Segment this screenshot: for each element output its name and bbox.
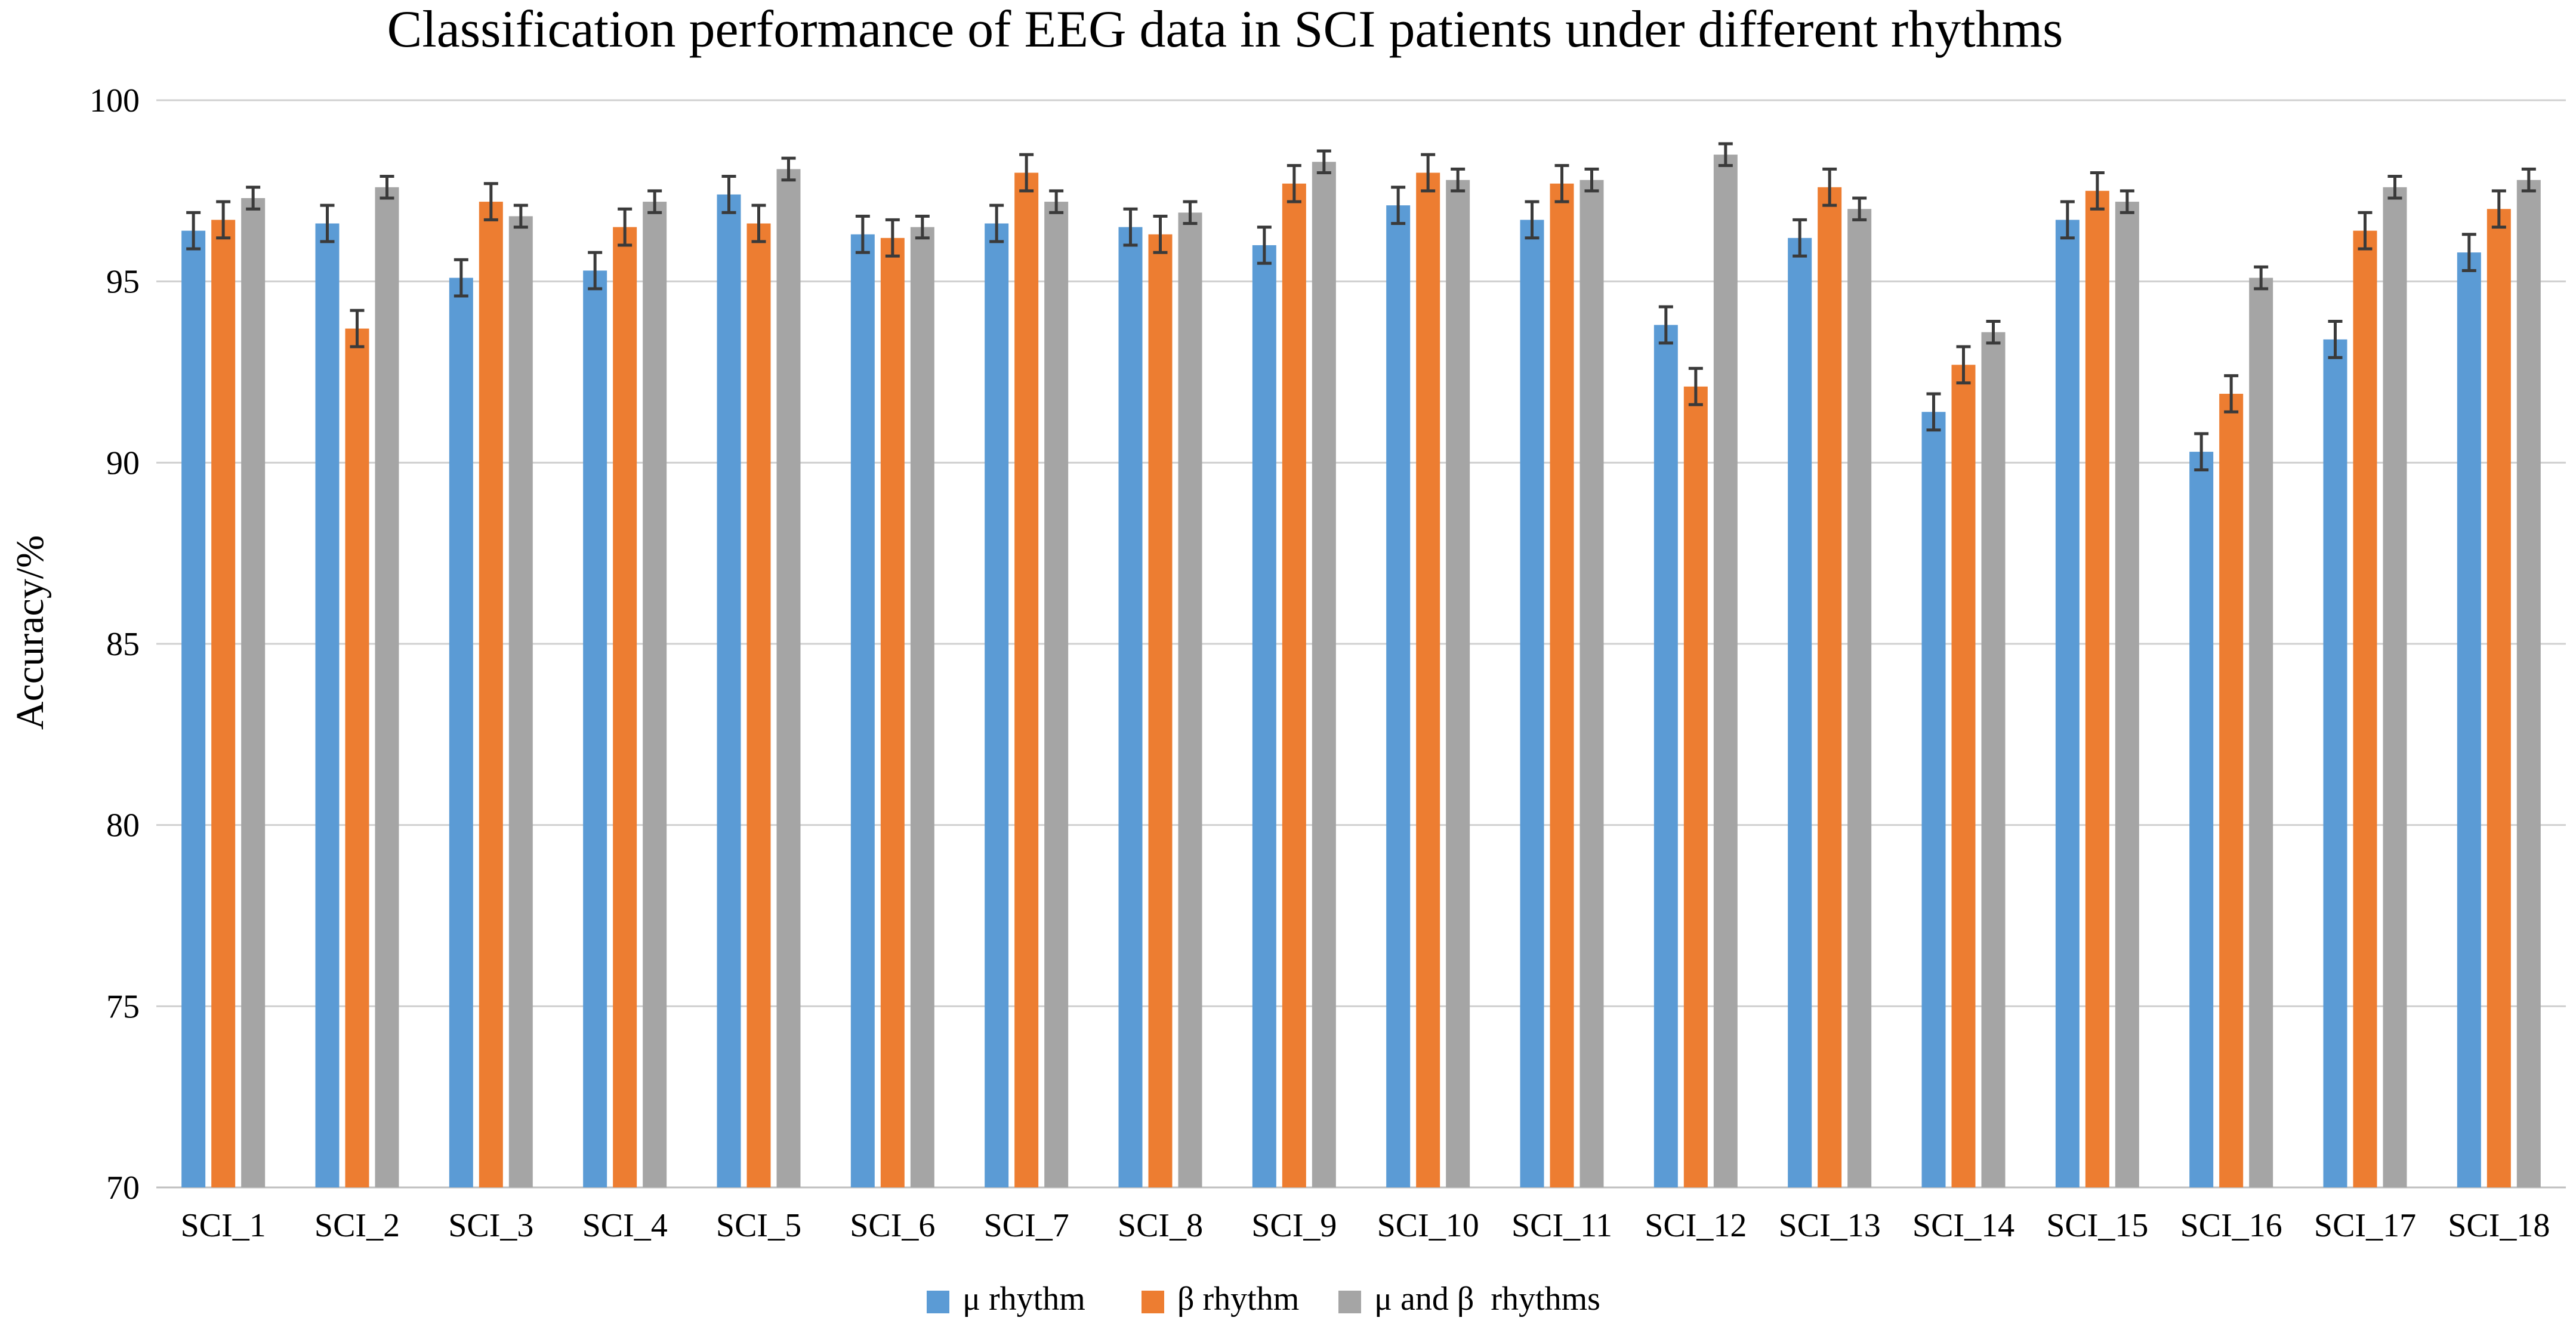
bar bbox=[1312, 162, 1336, 1187]
x-tick-label: SCI_9 bbox=[1251, 1207, 1337, 1244]
bar bbox=[1282, 183, 1306, 1188]
x-tick-label: SCI_1 bbox=[181, 1207, 266, 1244]
bar bbox=[1386, 205, 1411, 1187]
bar bbox=[1653, 325, 1678, 1188]
bar bbox=[2189, 452, 2214, 1188]
x-tick-label: SCI_18 bbox=[2448, 1207, 2550, 1244]
bar bbox=[1014, 172, 1039, 1187]
bar bbox=[2516, 180, 2541, 1188]
bar bbox=[479, 202, 503, 1187]
bar bbox=[2055, 220, 2080, 1187]
bar bbox=[1579, 180, 1604, 1188]
bar bbox=[1550, 183, 1574, 1188]
bar bbox=[315, 223, 340, 1187]
bar bbox=[1148, 234, 1173, 1187]
bar bbox=[1788, 237, 1812, 1188]
y-tick-label: 85 bbox=[106, 626, 140, 663]
bars bbox=[181, 155, 2541, 1188]
legend-label: μ and β rhythms bbox=[1374, 1281, 1600, 1318]
bar bbox=[2353, 230, 2377, 1187]
x-tick-label: SCI_16 bbox=[2180, 1207, 2282, 1244]
y-axis-ticks: 70 75 80 85 90 95 100 bbox=[90, 82, 140, 1207]
bar bbox=[181, 230, 206, 1187]
bar bbox=[1847, 209, 1872, 1188]
bar bbox=[1921, 412, 1946, 1187]
bar bbox=[1818, 187, 1842, 1187]
bar bbox=[2383, 187, 2407, 1187]
y-axis-label: Accuracy/% bbox=[8, 535, 52, 730]
bar bbox=[2486, 209, 2511, 1188]
bar bbox=[583, 270, 607, 1187]
bar bbox=[1178, 212, 1202, 1188]
y-tick-label: 75 bbox=[106, 988, 140, 1025]
legend-swatch bbox=[1142, 1291, 1164, 1313]
y-tick-label: 90 bbox=[106, 445, 140, 482]
bar bbox=[1416, 172, 1440, 1187]
bar bbox=[776, 169, 801, 1188]
x-tick-label: SCI_15 bbox=[2046, 1207, 2148, 1244]
x-axis-ticks: SCI_1 SCI_2 SCI_3 SCI_4 SCI_5 SCI_6 SCI_7 SCI_8… bbox=[181, 1207, 2550, 1244]
bar bbox=[508, 216, 533, 1187]
legend-swatch bbox=[927, 1291, 949, 1313]
x-tick-label: SCI_2 bbox=[314, 1207, 400, 1244]
y-tick-label: 95 bbox=[106, 264, 140, 301]
y-tick-label: 100 bbox=[90, 82, 140, 119]
bar bbox=[643, 202, 667, 1187]
bar bbox=[1951, 365, 1976, 1188]
legend-swatch bbox=[1338, 1291, 1361, 1313]
y-tick-label: 80 bbox=[106, 807, 140, 844]
bar bbox=[211, 220, 236, 1187]
y-tick-label: 70 bbox=[106, 1170, 140, 1207]
bar bbox=[850, 234, 875, 1187]
x-tick-label: SCI_4 bbox=[582, 1207, 668, 1244]
bar bbox=[2249, 277, 2273, 1188]
bar bbox=[717, 194, 741, 1187]
bar bbox=[1252, 245, 1276, 1187]
x-tick-label: SCI_10 bbox=[1377, 1207, 1479, 1244]
bar bbox=[2219, 393, 2244, 1188]
x-tick-label: SCI_14 bbox=[1912, 1207, 2014, 1244]
bar bbox=[1683, 386, 1708, 1187]
bar bbox=[2457, 252, 2481, 1188]
bar bbox=[1713, 155, 1738, 1188]
bar bbox=[1118, 227, 1143, 1188]
bar bbox=[910, 227, 934, 1188]
x-tick-label: SCI_17 bbox=[2314, 1207, 2416, 1244]
chart-title: Classification performance of EEG data i… bbox=[387, 1, 2063, 58]
bar bbox=[613, 227, 637, 1188]
x-tick-label: SCI_3 bbox=[448, 1207, 533, 1244]
bar bbox=[880, 237, 905, 1188]
x-tick-label: SCI_5 bbox=[716, 1207, 801, 1244]
x-tick-label: SCI_11 bbox=[1511, 1207, 1612, 1244]
bar bbox=[2323, 339, 2347, 1187]
x-tick-label: SCI_8 bbox=[1118, 1207, 1203, 1244]
x-tick-label: SCI_7 bbox=[984, 1207, 1069, 1244]
legend: μ rhythm β rhythm μ and β rhythms bbox=[927, 1281, 1600, 1318]
bar bbox=[1044, 202, 1069, 1187]
x-tick-label: SCI_6 bbox=[850, 1207, 935, 1244]
bar bbox=[241, 198, 266, 1188]
error-bars bbox=[186, 142, 2536, 471]
bar bbox=[1520, 220, 1544, 1187]
bar bbox=[375, 187, 399, 1187]
legend-label: β rhythm bbox=[1177, 1281, 1299, 1318]
bar bbox=[1446, 180, 1470, 1188]
bar bbox=[345, 328, 369, 1187]
bar bbox=[1981, 332, 2006, 1187]
bar bbox=[2115, 202, 2139, 1187]
bar bbox=[2085, 190, 2109, 1187]
gridlines bbox=[156, 99, 2566, 1189]
x-tick-label: SCI_13 bbox=[1779, 1207, 1881, 1244]
bar bbox=[449, 277, 473, 1188]
legend-label: μ rhythm bbox=[962, 1281, 1085, 1318]
bar bbox=[746, 223, 771, 1187]
x-tick-label: SCI_12 bbox=[1645, 1207, 1747, 1244]
bar bbox=[985, 223, 1009, 1187]
